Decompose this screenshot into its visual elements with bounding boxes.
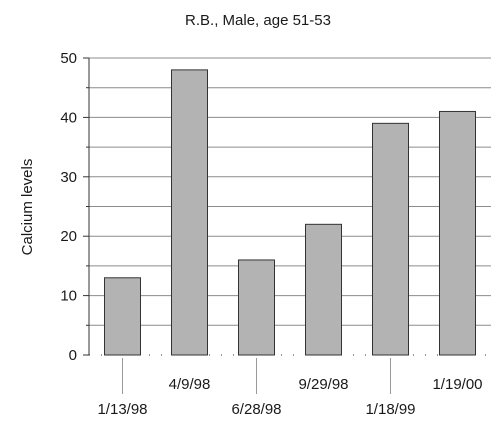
bar-1/18/99 (372, 122, 409, 356)
bars (104, 69, 476, 356)
x-tick-label: 4/9/98 (169, 376, 211, 393)
y-tick-label: 30 (60, 169, 77, 186)
x-tick-label: 1/18/99 (365, 401, 415, 418)
x-tick-label: 6/28/98 (231, 401, 281, 418)
y-axis: 0 10 20 30 40 50 (60, 50, 90, 364)
x-axis: 1/13/98 4/9/98 6/28/98 9/29/98 1/18/99 1/19/0… (89, 354, 491, 418)
bar-1/13/98 (104, 277, 141, 356)
y-tick-label: 40 (60, 109, 77, 126)
bar-1/19/00 (439, 110, 476, 356)
y-tick-label: 20 (60, 228, 77, 245)
x-tick-label: 1/19/00 (432, 376, 482, 393)
x-tick-label: 1/13/98 (97, 401, 147, 418)
y-axis-label: Calcium levels (19, 159, 36, 256)
y-tick-label: 50 (60, 50, 77, 67)
x-tick-label: 9/29/98 (298, 376, 348, 393)
chart-title: R.B., Male, age 51-53 (185, 12, 331, 29)
gridlines (89, 57, 491, 326)
bar-6/28/98 (238, 259, 275, 356)
y-tick-label: 0 (69, 347, 77, 364)
bar-9/29/98 (305, 223, 342, 356)
y-tick-label: 10 (60, 288, 77, 305)
bar-4/9/98 (171, 69, 208, 356)
